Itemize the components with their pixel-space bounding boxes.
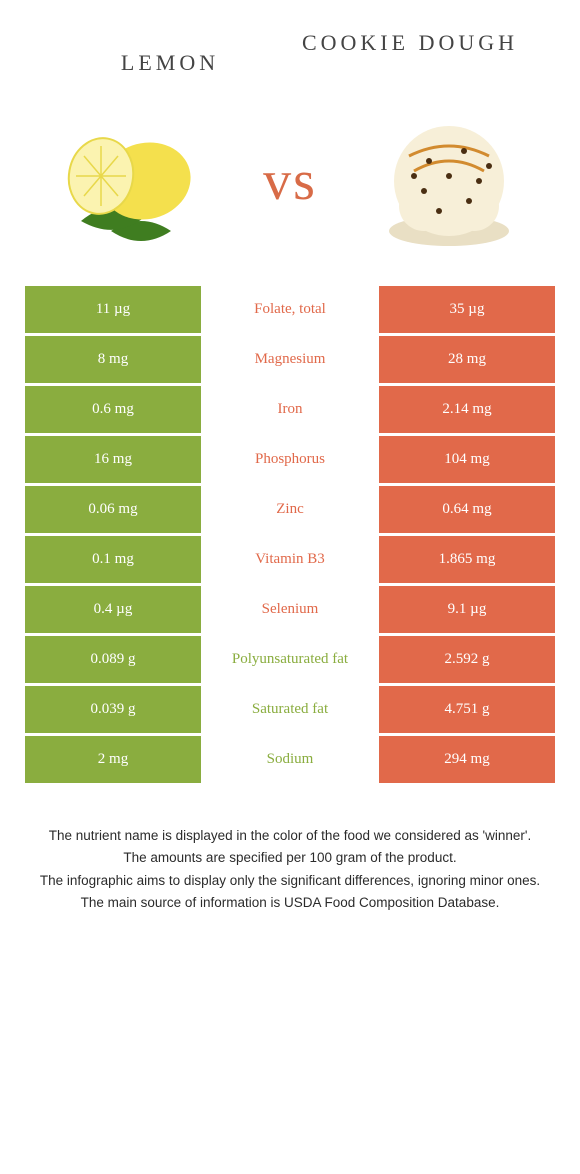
nutrient-row: 0.6 mgIron2.14 mg <box>25 386 555 436</box>
left-value: 16 mg <box>25 436 201 486</box>
footer-notes: The nutrient name is displayed in the co… <box>25 826 555 915</box>
nutrient-row: 0.1 mgVitamin B31.865 mg <box>25 536 555 586</box>
left-value: 0.1 mg <box>25 536 201 586</box>
footer-line: The amounts are specified per 100 gram o… <box>25 848 555 868</box>
left-value: 0.4 µg <box>25 586 201 636</box>
nutrient-row: 0.4 µgSelenium9.1 µg <box>25 586 555 636</box>
nutrient-row: 2 mgSodium294 mg <box>25 736 555 786</box>
nutrient-label: Saturated fat <box>201 686 379 736</box>
footer-line: The infographic aims to display only the… <box>25 871 555 891</box>
nutrient-label: Selenium <box>201 586 379 636</box>
left-value: 0.089 g <box>25 636 201 686</box>
right-value: 9.1 µg <box>379 586 555 636</box>
header: Lemon Cookie dough <box>0 0 580 91</box>
header-left-title: Lemon <box>50 30 290 76</box>
nutrient-row: 0.039 gSaturated fat4.751 g <box>25 686 555 736</box>
nutrient-row: 0.089 gPolyunsaturated fat2.592 g <box>25 636 555 686</box>
header-right-title: Cookie dough <box>290 30 530 76</box>
footer-line: The nutrient name is displayed in the co… <box>25 826 555 846</box>
nutrient-label: Zinc <box>201 486 379 536</box>
nutrient-row: 8 mgMagnesium28 mg <box>25 336 555 386</box>
right-value: 294 mg <box>379 736 555 786</box>
vs-label: vs <box>263 149 317 213</box>
nutrient-label: Polyunsaturated fat <box>201 636 379 686</box>
right-value: 28 mg <box>379 336 555 386</box>
nutrient-label: Sodium <box>201 736 379 786</box>
right-value: 104 mg <box>379 436 555 486</box>
left-value: 0.039 g <box>25 686 201 736</box>
left-value: 2 mg <box>25 736 201 786</box>
left-value: 11 µg <box>25 286 201 336</box>
nutrient-table: 11 µgFolate, total35 µg8 mgMagnesium28 m… <box>25 286 555 786</box>
nutrient-row: 0.06 mgZinc0.64 mg <box>25 486 555 536</box>
left-value: 0.06 mg <box>25 486 201 536</box>
nutrient-label: Iron <box>201 386 379 436</box>
nutrient-label: Phosphorus <box>201 436 379 486</box>
images-row: vs <box>0 91 580 286</box>
cookie-dough-image <box>369 101 529 261</box>
nutrient-row: 11 µgFolate, total35 µg <box>25 286 555 336</box>
left-value: 8 mg <box>25 336 201 386</box>
right-value: 2.592 g <box>379 636 555 686</box>
nutrient-label: Vitamin B3 <box>201 536 379 586</box>
right-value: 4.751 g <box>379 686 555 736</box>
nutrient-row: 16 mgPhosphorus104 mg <box>25 436 555 486</box>
lemon-image <box>51 101 211 261</box>
right-value: 0.64 mg <box>379 486 555 536</box>
left-value: 0.6 mg <box>25 386 201 436</box>
nutrient-label: Magnesium <box>201 336 379 386</box>
right-value: 2.14 mg <box>379 386 555 436</box>
right-value: 1.865 mg <box>379 536 555 586</box>
nutrient-label: Folate, total <box>201 286 379 336</box>
footer-line: The main source of information is USDA F… <box>25 893 555 913</box>
right-value: 35 µg <box>379 286 555 336</box>
